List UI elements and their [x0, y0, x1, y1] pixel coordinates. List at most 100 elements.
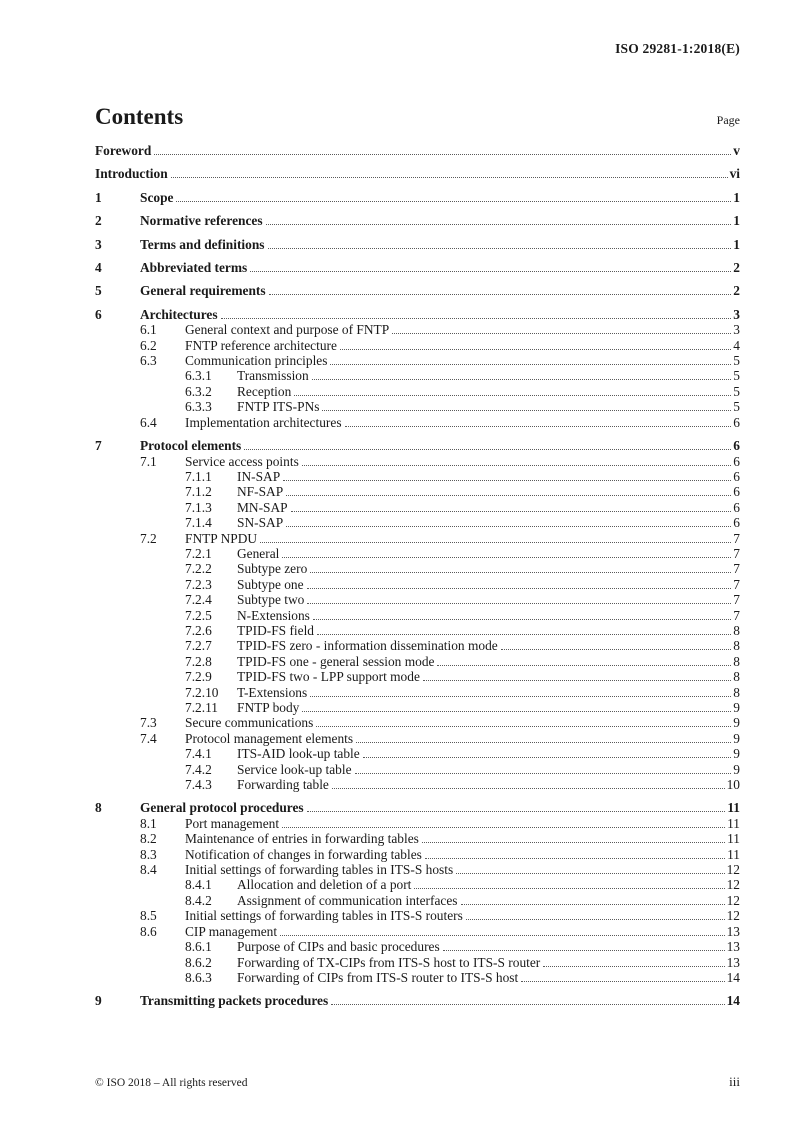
dot-leader: [306, 587, 732, 589]
toc-list: Foreword v Introduction vi 1 Scope 1 2 N…: [95, 143, 740, 1009]
toc-entry[interactable]: 6.4 Implementation architectures 6: [95, 415, 740, 430]
toc-entry[interactable]: 7.1.1 IN-SAP 6: [95, 469, 740, 484]
toc-entry[interactable]: 7.1.2 NF-SAP 6: [95, 484, 740, 499]
toc-entry[interactable]: 6.2 FNTP reference architecture 4: [95, 338, 740, 353]
toc-entry[interactable]: 6.3.2 Reception 5: [95, 384, 740, 399]
toc-entry[interactable]: 8.6.3 Forwarding of CIPs from ITS-S rout…: [95, 970, 740, 985]
toc-entry[interactable]: 7.1.3 MN-SAP 6: [95, 500, 740, 515]
toc-entry-page: 12: [726, 877, 740, 893]
toc-entry-page: 9: [733, 715, 740, 731]
toc-entry[interactable]: 6 Architectures 3: [95, 307, 740, 322]
toc-entry[interactable]: 6.1 General context and purpose of FNTP …: [95, 322, 740, 337]
toc-entry-page: 7: [733, 607, 740, 623]
toc-entry[interactable]: 4 Abbreviated terms 2: [95, 260, 740, 275]
toc-entry[interactable]: 7.4 Protocol management elements 9: [95, 731, 740, 746]
toc-entry[interactable]: 8.1 Port management 11: [95, 816, 740, 831]
dot-leader: [322, 410, 732, 412]
toc-entry[interactable]: 9 Transmitting packets procedures 14: [95, 993, 740, 1008]
toc-entry[interactable]: 7.1 Service access points 6: [95, 454, 740, 469]
toc-entry-page: 12: [726, 862, 740, 878]
toc-entry[interactable]: 7.3 Secure communications 9: [95, 715, 740, 730]
toc-entry[interactable]: 7.4.1 ITS-AID look-up table 9: [95, 746, 740, 761]
toc-entry-page: 9: [733, 700, 740, 715]
toc-entry-title: Introduction: [95, 166, 168, 182]
toc-entry[interactable]: 7.2.1 General 7: [95, 546, 740, 561]
dot-leader: [294, 394, 732, 396]
toc-entry-number: 8.3: [140, 846, 157, 862]
toc-entry[interactable]: 3 Terms and definitions 1: [95, 237, 740, 252]
toc-entry-page: 11: [727, 815, 740, 831]
dot-leader: [422, 680, 732, 682]
toc-entry-page: 11: [727, 800, 740, 816]
toc-entry-page: 8: [733, 622, 740, 638]
toc-entry-title: CIP management: [185, 923, 278, 939]
dot-leader: [310, 572, 732, 574]
toc-entry[interactable]: 7.4.2 Service look-up table 9: [95, 762, 740, 777]
page-footer: © ISO 2018 – All rights reserved iii: [95, 1074, 740, 1090]
dot-leader: [307, 603, 732, 605]
toc-entry[interactable]: 6.3 Communication principles 5: [95, 353, 740, 368]
dot-leader: [280, 934, 725, 936]
toc-entry[interactable]: 8.6.1 Purpose of CIPs and basic procedur…: [95, 939, 740, 954]
toc-entry[interactable]: 7.2.4 Subtype two 7: [95, 592, 740, 607]
toc-entry[interactable]: 8.6.2 Forwarding of TX-CIPs from ITS-S h…: [95, 955, 740, 970]
toc-entry-title: FNTP NPDU: [185, 530, 258, 546]
toc-entry[interactable]: 8.6 CIP management 13: [95, 924, 740, 939]
dot-leader: [306, 811, 726, 813]
dot-leader: [260, 541, 732, 543]
toc-entry[interactable]: 7.2.10 T-Extensions 8: [95, 685, 740, 700]
toc-entry-page: 4: [733, 337, 740, 353]
toc-entry-number: 7.2.10: [185, 684, 219, 700]
dot-leader: [316, 726, 732, 728]
toc-entry-title: Subtype one: [237, 576, 304, 592]
toc-entry[interactable]: 7.2 FNTP NPDU 7: [95, 531, 740, 546]
toc-entry-number: 7.1.4: [185, 515, 212, 531]
toc-entry[interactable]: 5 General requirements 2: [95, 283, 740, 298]
toc-entry[interactable]: 7.2.8 TPID-FS one - general session mode…: [95, 654, 740, 669]
toc-entry[interactable]: 6.3.3 FNTP ITS-PNs 5: [95, 399, 740, 414]
toc-entry[interactable]: 7.2.5 N-Extensions 7: [95, 608, 740, 623]
toc-entry[interactable]: 7.2.7 TPID-FS zero - information dissemi…: [95, 638, 740, 653]
toc-entry[interactable]: 8.3 Notification of changes in forwardin…: [95, 847, 740, 862]
toc-entry[interactable]: 7.4.3 Forwarding table 10: [95, 777, 740, 792]
dot-leader: [268, 294, 732, 296]
toc-entry[interactable]: Introduction vi: [95, 166, 740, 181]
toc-entry-page: 7: [733, 592, 740, 608]
toc-entry[interactable]: 2 Normative references 1: [95, 213, 740, 228]
toc-entry-number: 8.4.1: [185, 877, 212, 893]
toc-entry-title: MN-SAP: [237, 499, 288, 515]
toc-entry[interactable]: 7 Protocol elements 6: [95, 438, 740, 453]
toc-entry[interactable]: 1 Scope 1: [95, 190, 740, 205]
toc-entry-number: 7.1.3: [185, 499, 212, 515]
toc-entry-title: Transmission: [237, 368, 309, 384]
toc-entry[interactable]: 6.3.1 Transmission 5: [95, 368, 740, 383]
toc-entry[interactable]: 8.4.1 Allocation and deletion of a port …: [95, 877, 740, 892]
toc-entry[interactable]: 8.4 Initial settings of forwarding table…: [95, 862, 740, 877]
toc-entry[interactable]: 8.5 Initial settings of forwarding table…: [95, 908, 740, 923]
dot-leader: [267, 247, 732, 249]
toc-entry[interactable]: 8.4.2 Assignment of communication interf…: [95, 893, 740, 908]
toc-entry-title: Protocol management elements: [185, 730, 354, 746]
dot-leader: [265, 224, 732, 226]
toc-entry-title: Subtype two: [237, 592, 305, 608]
toc-entry[interactable]: Foreword v: [95, 143, 740, 158]
dot-leader: [310, 695, 732, 697]
toc-entry[interactable]: 7.2.9 TPID-FS two - LPP support mode 8: [95, 669, 740, 684]
toc-entry-number: 7.2.5: [185, 607, 212, 623]
toc-entry-number: 7.2: [140, 530, 157, 546]
toc-entry[interactable]: 7.1.4 SN-SAP 6: [95, 515, 740, 530]
toc-entry-number: 7.1: [140, 453, 157, 469]
toc-entry[interactable]: 7.2.6 TPID-FS field 8: [95, 623, 740, 638]
toc-entry[interactable]: 8 General protocol procedures 11: [95, 800, 740, 815]
toc-entry[interactable]: 7.2.3 Subtype one 7: [95, 577, 740, 592]
toc-entry[interactable]: 7.2.2 Subtype zero 7: [95, 561, 740, 576]
doc-reference: ISO 29281-1:2018(E): [615, 41, 740, 56]
dot-leader: [356, 741, 732, 743]
dot-leader: [244, 449, 732, 451]
toc-entry[interactable]: 8.2 Maintenance of entries in forwarding…: [95, 831, 740, 846]
dot-leader: [543, 965, 725, 967]
toc-entry-number: 8: [95, 800, 102, 816]
toc-entry-page: vi: [729, 166, 740, 182]
toc-entry[interactable]: 7.2.11 FNTP body 9: [95, 700, 740, 715]
